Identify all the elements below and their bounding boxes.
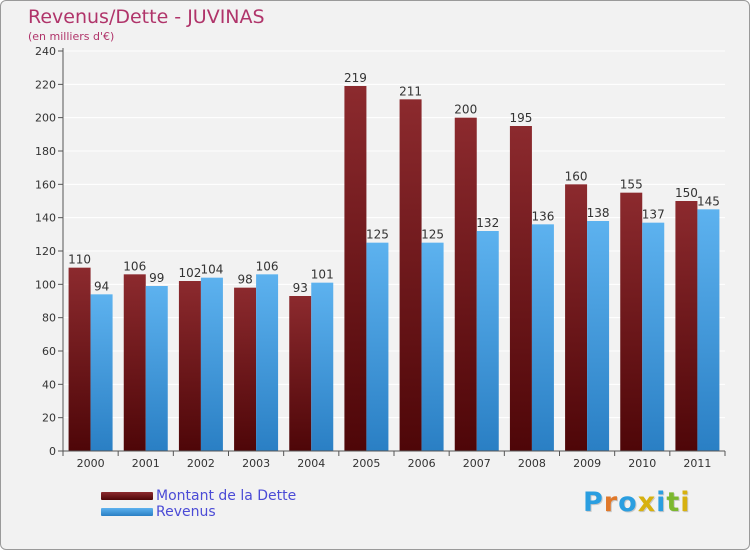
data-label-dette-2000: 110 [68, 253, 91, 267]
data-label-revenus-2009: 138 [587, 206, 610, 220]
proxiti-logo: Proxiti [583, 487, 691, 518]
x-tick-label-2010: 2010 [628, 457, 656, 470]
bar-dette-2010 [620, 192, 643, 451]
bar-dette-2008 [509, 126, 532, 451]
data-label-dette-2003: 98 [237, 273, 252, 287]
data-label-revenus-2011: 145 [697, 194, 720, 208]
y-tick-label-140: 140 [35, 212, 56, 225]
data-label-revenus-2001: 99 [149, 271, 164, 285]
bar-revenus-2005 [366, 242, 389, 451]
data-label-dette-2011: 150 [675, 186, 698, 200]
x-tick-label-2003: 2003 [242, 457, 270, 470]
bar-dette-2001 [123, 274, 146, 451]
bar-revenus-2006 [421, 242, 444, 451]
bars-layer [68, 86, 720, 452]
legend: Montant de la Dette Revenus [101, 487, 297, 520]
data-label-dette-2010: 155 [620, 178, 643, 192]
y-tick-label-100: 100 [35, 278, 56, 291]
y-tick-label-160: 160 [35, 178, 56, 191]
y-tick-label-200: 200 [35, 112, 56, 125]
chart-subtitle: (en milliers d'€) [28, 30, 115, 43]
legend-label-dette: Montant de la Dette [156, 487, 297, 504]
y-tick-label-220: 220 [35, 78, 56, 91]
y-tick-label-240: 240 [35, 45, 56, 58]
bar-dette-2009 [565, 184, 588, 452]
data-label-dette-2005: 219 [344, 71, 367, 85]
bar-revenus-2007 [476, 231, 499, 451]
x-tick-label-2007: 2007 [463, 457, 491, 470]
bar-revenus-2004 [311, 282, 334, 451]
data-label-revenus-2000: 94 [94, 279, 109, 293]
data-label-dette-2008: 195 [509, 111, 532, 125]
bar-revenus-2010 [642, 222, 665, 451]
logo-letter: x [637, 487, 657, 518]
x-tick-label-2000: 2000 [77, 457, 105, 470]
logo-letter: r [603, 487, 619, 518]
bar-revenus-2008 [531, 224, 554, 451]
legend-item-dette: Montant de la Dette [101, 487, 297, 504]
data-label-revenus-2003: 106 [256, 259, 279, 273]
y-tick-label-60: 60 [42, 345, 56, 358]
x-tick-label-2004: 2004 [297, 457, 325, 470]
bar-dette-2007 [454, 117, 477, 452]
bar-revenus-2009 [587, 221, 610, 451]
bar-dette-2002 [178, 281, 201, 451]
grid-layer [63, 50, 725, 419]
data-label-revenus-2008: 136 [531, 209, 554, 223]
x-tick-label-2001: 2001 [132, 457, 160, 470]
bar-dette-2005 [344, 86, 367, 451]
logo-letter: P [583, 487, 604, 518]
y-tick-label-120: 120 [35, 245, 56, 258]
logo-letter: i [656, 487, 667, 518]
data-label-revenus-2010: 137 [642, 208, 665, 222]
data-label-dette-2002: 102 [178, 266, 201, 280]
axis-layer: 0 20 40 60 80 100 120 140 160 180 200 220 240 2000 200… [35, 45, 726, 470]
bar-revenus-2011 [697, 209, 720, 451]
legend-label-revenus: Revenus [156, 503, 216, 520]
data-label-revenus-2005: 125 [366, 228, 389, 242]
bar-dette-2011 [675, 201, 698, 451]
logo-letter: o [618, 487, 638, 518]
bar-revenus-2000 [90, 294, 113, 451]
bar-revenus-2002 [200, 277, 223, 451]
y-tick-label-20: 20 [42, 412, 56, 425]
data-label-dette-2001: 106 [123, 259, 146, 273]
legend-swatch-revenus [101, 507, 153, 516]
x-tick-label-2002: 2002 [187, 457, 215, 470]
chart-title: Revenus/Dette - JUVINAS [28, 6, 265, 28]
data-label-revenus-2004: 101 [311, 268, 334, 282]
x-tick-label-2005: 2005 [352, 457, 380, 470]
logo-letter: t [666, 487, 681, 518]
data-label-dette-2004: 93 [293, 281, 308, 295]
legend-item-revenus: Revenus [101, 503, 296, 520]
data-label-revenus-2002: 104 [200, 263, 223, 277]
y-tick-label-180: 180 [35, 145, 56, 158]
y-tick-label-80: 80 [42, 312, 56, 325]
bar-dette-2004 [289, 296, 312, 451]
data-label-dette-2009: 160 [565, 169, 588, 183]
x-tick-label-2011: 2011 [683, 457, 711, 470]
bar-dette-2006 [399, 99, 422, 451]
logo-letter: i [680, 487, 691, 518]
data-label-dette-2007: 200 [454, 103, 477, 117]
y-tick-label-0: 0 [49, 445, 56, 458]
x-tick-label-2008: 2008 [518, 457, 546, 470]
legend-swatch-dette [101, 491, 153, 500]
data-label-revenus-2007: 132 [476, 216, 499, 230]
x-tick-label-2009: 2009 [573, 457, 601, 470]
bar-revenus-2003 [256, 274, 279, 451]
bar-dette-2003 [234, 287, 257, 451]
y-tick-label-40: 40 [42, 378, 56, 391]
data-label-revenus-2006: 125 [421, 228, 444, 242]
bar-dette-2000 [68, 267, 91, 451]
x-tick-label-2006: 2006 [408, 457, 436, 470]
bar-revenus-2001 [145, 286, 168, 451]
data-label-dette-2006: 211 [399, 84, 422, 98]
